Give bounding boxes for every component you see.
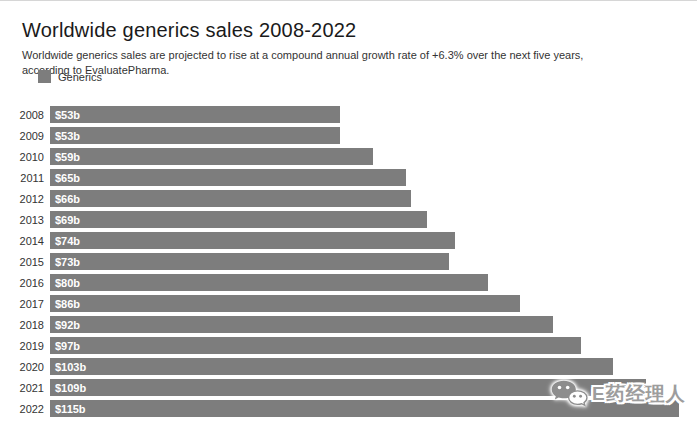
row-year-label: 2010 <box>0 151 44 163</box>
row-year-label: 2012 <box>0 193 44 205</box>
row-year-label: 2021 <box>0 382 44 394</box>
watermark: E药经理人 <box>550 379 686 408</box>
bar[interactable]: $86b <box>50 295 520 312</box>
bar[interactable]: $92b <box>50 316 553 333</box>
top-border <box>0 0 697 1</box>
chart-row: 2018 $92b <box>0 314 697 335</box>
bar-value-label: $115b <box>50 403 86 415</box>
row-year-label: 2018 <box>0 319 44 331</box>
row-track: $53b <box>50 127 690 144</box>
row-track: $80b <box>50 274 690 291</box>
bar-value-label: $97b <box>50 340 80 352</box>
chart-row: 2008 $53b <box>0 104 697 125</box>
chart-row: 2011 $65b <box>0 167 697 188</box>
bar[interactable]: $66b <box>50 190 411 207</box>
chart-page: { "header": { "title": "Worldwide generi… <box>0 0 697 429</box>
row-year-label: 2022 <box>0 403 44 415</box>
bar-value-label: $69b <box>50 214 80 226</box>
bar[interactable]: $59b <box>50 148 373 165</box>
row-track: $73b <box>50 253 690 270</box>
legend-label: Generics <box>58 71 102 83</box>
bar[interactable]: $80b <box>50 274 488 291</box>
bar[interactable]: $103b <box>50 358 613 375</box>
bar-chart-plot-area: 2008 $53b 2009 $53b 2010 $59b 2011 $65b … <box>0 104 697 419</box>
bar-value-label: $59b <box>50 151 80 163</box>
row-year-label: 2013 <box>0 214 44 226</box>
row-track: $65b <box>50 169 690 186</box>
row-year-label: 2015 <box>0 256 44 268</box>
row-track: $53b <box>50 106 690 123</box>
row-track: $74b <box>50 232 690 249</box>
bar-value-label: $92b <box>50 319 80 331</box>
row-track: $86b <box>50 295 690 312</box>
chart-row: 2017 $86b <box>0 293 697 314</box>
chart-row: 2019 $97b <box>0 335 697 356</box>
row-year-label: 2016 <box>0 277 44 289</box>
chart-row: 2020 $103b <box>0 356 697 377</box>
row-track: $66b <box>50 190 690 207</box>
bar-value-label: $80b <box>50 277 80 289</box>
row-track: $97b <box>50 337 690 354</box>
bar-value-label: $109b <box>50 382 86 394</box>
bar-value-label: $103b <box>50 361 86 373</box>
row-year-label: 2017 <box>0 298 44 310</box>
bar-value-label: $74b <box>50 235 80 247</box>
legend-swatch-icon <box>38 70 51 83</box>
chart-row: 2012 $66b <box>0 188 697 209</box>
bar-value-label: $73b <box>50 256 80 268</box>
row-track: $69b <box>50 211 690 228</box>
bar[interactable]: $73b <box>50 253 449 270</box>
bar[interactable]: $53b <box>50 127 340 144</box>
bar[interactable]: $97b <box>50 337 581 354</box>
chart-subtitle: Worldwide generics sales are projected t… <box>22 48 622 78</box>
legend-item-generics[interactable]: Generics <box>38 70 102 83</box>
row-year-label: 2020 <box>0 361 44 373</box>
row-year-label: 2014 <box>0 235 44 247</box>
row-year-label: 2008 <box>0 109 44 121</box>
row-year-label: 2009 <box>0 130 44 142</box>
row-track: $59b <box>50 148 690 165</box>
bar[interactable]: $65b <box>50 169 406 186</box>
bar-value-label: $53b <box>50 109 80 121</box>
chart-row: 2009 $53b <box>0 125 697 146</box>
bar[interactable]: $74b <box>50 232 455 249</box>
bar-value-label: $86b <box>50 298 80 310</box>
row-track: $92b <box>50 316 690 333</box>
chart-row: 2014 $74b <box>0 230 697 251</box>
watermark-text: E药经理人 <box>592 381 686 407</box>
chart-row: 2013 $69b <box>0 209 697 230</box>
row-year-label: 2019 <box>0 340 44 352</box>
wechat-icon <box>550 379 588 408</box>
chart-row: 2016 $80b <box>0 272 697 293</box>
chart-row: 2015 $73b <box>0 251 697 272</box>
bar[interactable]: $53b <box>50 106 340 123</box>
bar-value-label: $66b <box>50 193 80 205</box>
chart-row: 2010 $59b <box>0 146 697 167</box>
bar-value-label: $53b <box>50 130 80 142</box>
row-track: $103b <box>50 358 690 375</box>
row-year-label: 2011 <box>0 172 44 184</box>
bar[interactable]: $69b <box>50 211 427 228</box>
bar-value-label: $65b <box>50 172 80 184</box>
page-title: Worldwide generics sales 2008-2022 <box>22 19 356 42</box>
